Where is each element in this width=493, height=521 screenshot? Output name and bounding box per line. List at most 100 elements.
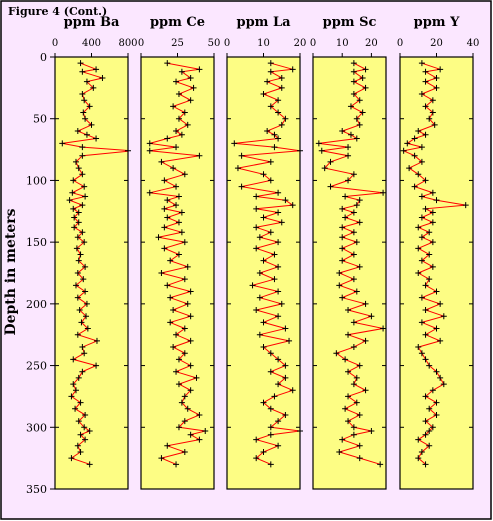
data-point — [267, 350, 274, 357]
data-point — [415, 128, 422, 135]
x-tick-label: 0 — [397, 38, 403, 49]
data-point — [260, 214, 267, 221]
data-point — [297, 427, 303, 434]
data-point — [178, 229, 185, 236]
data-point — [356, 411, 363, 418]
x-tick-label: 40 — [467, 38, 480, 49]
data-point — [433, 197, 440, 204]
data-point — [181, 109, 188, 116]
data-point — [175, 251, 182, 258]
data-point — [404, 140, 411, 147]
data-point — [275, 418, 282, 425]
data-point — [275, 109, 282, 116]
data-point — [437, 66, 444, 73]
data-point — [433, 325, 440, 332]
data-point — [84, 325, 91, 332]
data-point — [267, 368, 274, 375]
data-point — [356, 197, 363, 204]
data-point — [71, 224, 78, 231]
panel-background — [54, 56, 129, 490]
data-point — [327, 158, 334, 165]
data-point — [75, 257, 82, 264]
data-point — [278, 219, 285, 226]
data-point — [267, 424, 274, 431]
data-point — [282, 115, 289, 122]
data-point — [79, 171, 86, 178]
data-point — [350, 91, 357, 98]
data-point — [356, 455, 363, 462]
data-point — [170, 103, 177, 110]
data-point — [72, 387, 79, 394]
data-point — [256, 234, 263, 241]
data-point — [161, 224, 168, 231]
data-point — [350, 344, 357, 351]
data-point — [82, 288, 89, 295]
data-point — [275, 288, 282, 295]
data-point — [347, 103, 354, 110]
data-point — [426, 405, 433, 412]
data-point — [380, 189, 387, 196]
data-point — [68, 455, 75, 462]
data-point — [345, 393, 352, 400]
data-point — [345, 368, 352, 375]
data-point — [260, 399, 267, 406]
data-point — [353, 399, 360, 406]
data-point — [297, 147, 303, 154]
data-point — [158, 158, 165, 165]
data-point — [275, 97, 282, 104]
data-point — [339, 224, 346, 231]
data-point — [187, 387, 194, 394]
data-point — [70, 381, 77, 388]
data-point — [59, 140, 66, 147]
data-point — [350, 319, 357, 326]
data-point — [75, 418, 82, 425]
depth-tick-label: 200 — [26, 298, 47, 311]
data-point — [75, 165, 82, 172]
data-point — [422, 307, 429, 314]
data-point — [260, 257, 267, 264]
x-tick-label: 20 — [294, 38, 307, 49]
data-point — [260, 448, 267, 455]
data-point — [170, 344, 177, 351]
data-point — [190, 84, 197, 91]
data-point — [178, 131, 185, 138]
data-point — [164, 135, 171, 142]
data-point — [72, 282, 79, 289]
data-point — [362, 66, 369, 73]
data-point — [433, 288, 440, 295]
data-point — [415, 344, 422, 351]
data-point — [350, 60, 357, 67]
data-point — [167, 319, 174, 326]
data-point — [275, 356, 282, 363]
data-point — [93, 66, 100, 73]
data-point — [353, 202, 360, 209]
panel-ppm-ce: ppm Ce 0 25 50 — [138, 15, 220, 490]
x-tick-label: 0 — [138, 38, 144, 49]
data-point — [356, 121, 363, 128]
data-point — [426, 276, 433, 283]
data-point — [433, 74, 440, 81]
data-point — [267, 177, 274, 184]
data-point — [271, 251, 278, 258]
data-point — [184, 121, 191, 128]
panel-ppm-y: ppm Y 0 20 40 — [397, 15, 480, 490]
data-point — [66, 197, 73, 204]
data-point — [173, 202, 180, 209]
data-point — [356, 219, 363, 226]
data-point — [429, 209, 436, 216]
data-point — [278, 121, 285, 128]
data-point — [339, 245, 346, 252]
data-point — [72, 158, 79, 165]
data-point — [88, 121, 95, 128]
data-point — [377, 461, 384, 468]
data-point — [77, 399, 84, 406]
data-point — [350, 276, 357, 283]
data-point — [77, 431, 84, 438]
data-point — [77, 251, 84, 258]
data-point — [79, 202, 86, 209]
data-point — [321, 165, 328, 172]
data-point — [282, 411, 289, 418]
data-point — [350, 209, 357, 216]
depth-axis: 0 50 100 150 200 250 300 350 — [26, 51, 55, 496]
data-point — [350, 78, 357, 85]
